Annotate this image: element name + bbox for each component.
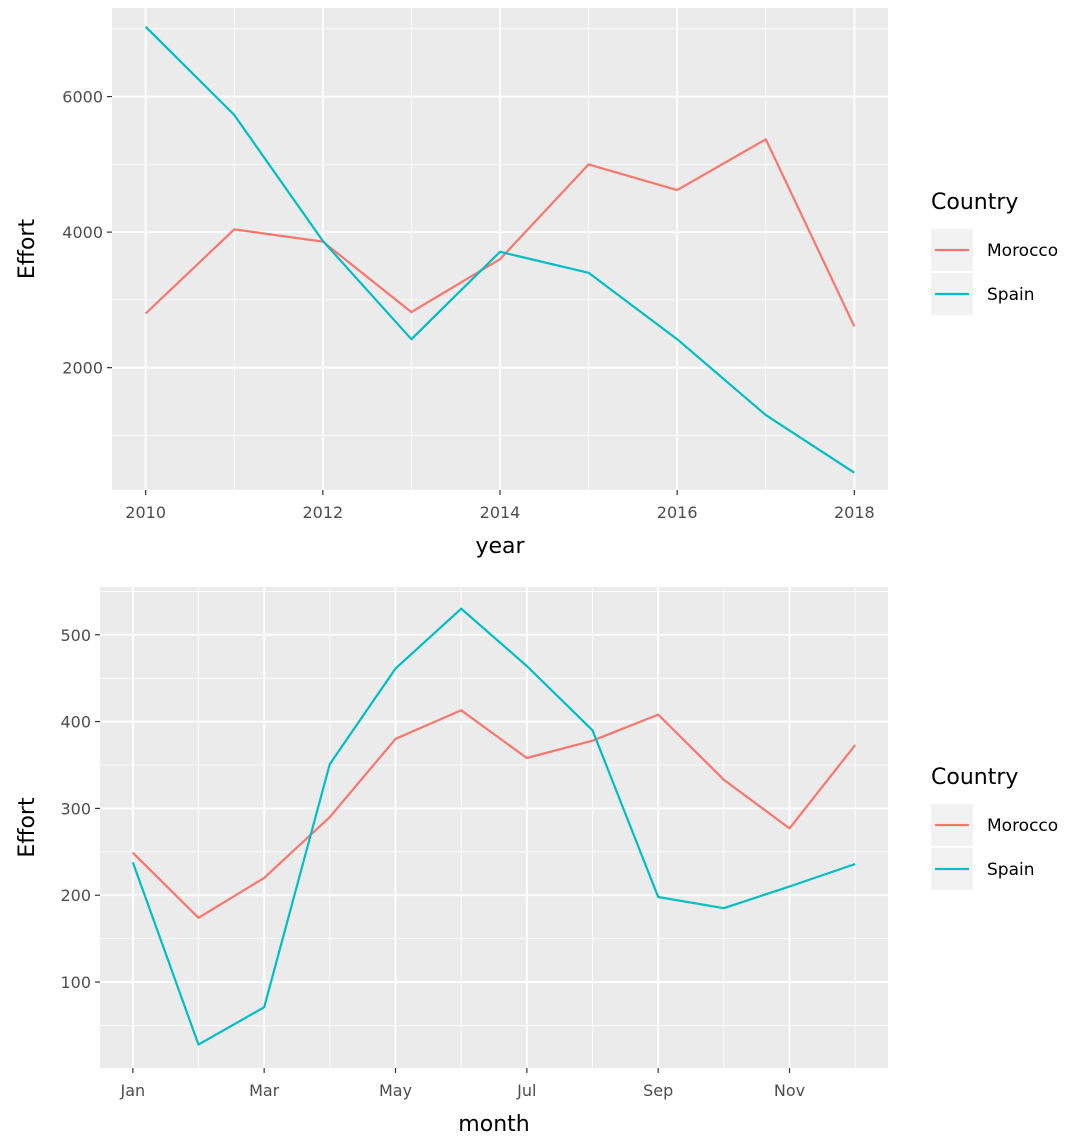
y-axis-title: Effort — [15, 219, 40, 280]
x-tick-label: 2012 — [302, 503, 343, 522]
x-tick-label: Nov — [774, 1081, 805, 1100]
chart-1: 2000 4000 6000 2010 2012 2014 2016 2018 year Effo… — [15, 8, 1058, 559]
legend-label: Morocco — [987, 816, 1058, 836]
legend: Country Morocco Spain — [931, 765, 1058, 890]
x-tick-label: Sep — [643, 1081, 673, 1100]
y-tick-label: 300 — [60, 799, 91, 818]
legend-title: Country — [931, 190, 1018, 215]
x-tick-label: May — [379, 1081, 412, 1100]
series-line-spain — [144, 26, 855, 474]
legend-label: Spain — [987, 860, 1035, 880]
y-tick-label: 100 — [60, 973, 91, 992]
y-axis-title: Effort — [15, 797, 40, 858]
legend-title: Country — [931, 765, 1018, 790]
y-tick-label: 2000 — [62, 359, 103, 378]
legend-label: Morocco — [987, 241, 1058, 261]
x-tick-label: Mar — [249, 1081, 280, 1100]
legend: Country Morocco Spain — [931, 190, 1058, 315]
x-axis-title: year — [475, 534, 525, 559]
y-tick-label: 400 — [60, 713, 91, 732]
x-tick-label: Jan — [119, 1081, 145, 1100]
plot-panel — [100, 587, 888, 1068]
x-tick-label: 2014 — [480, 503, 521, 522]
y-tick-label: 500 — [60, 626, 91, 645]
y-tick-label: 200 — [60, 886, 91, 905]
x-tick-label: Jul — [516, 1081, 536, 1100]
series-line-morocco — [144, 138, 856, 327]
chart-2: 100 200 300 400 500 Jan Mar May Jul Sep Nov month Ef… — [15, 587, 1058, 1136]
y-tick-label: 4000 — [62, 223, 103, 242]
x-tick-label: 2018 — [834, 503, 875, 522]
x-tick-label: 2010 — [125, 503, 166, 522]
y-tick-label: 6000 — [62, 88, 103, 107]
x-axis-title: month — [458, 1112, 529, 1136]
series-line-morocco — [132, 709, 857, 919]
x-tick-label: 2016 — [657, 503, 698, 522]
legend-label: Spain — [987, 285, 1035, 305]
series-line-spain — [131, 607, 856, 1046]
